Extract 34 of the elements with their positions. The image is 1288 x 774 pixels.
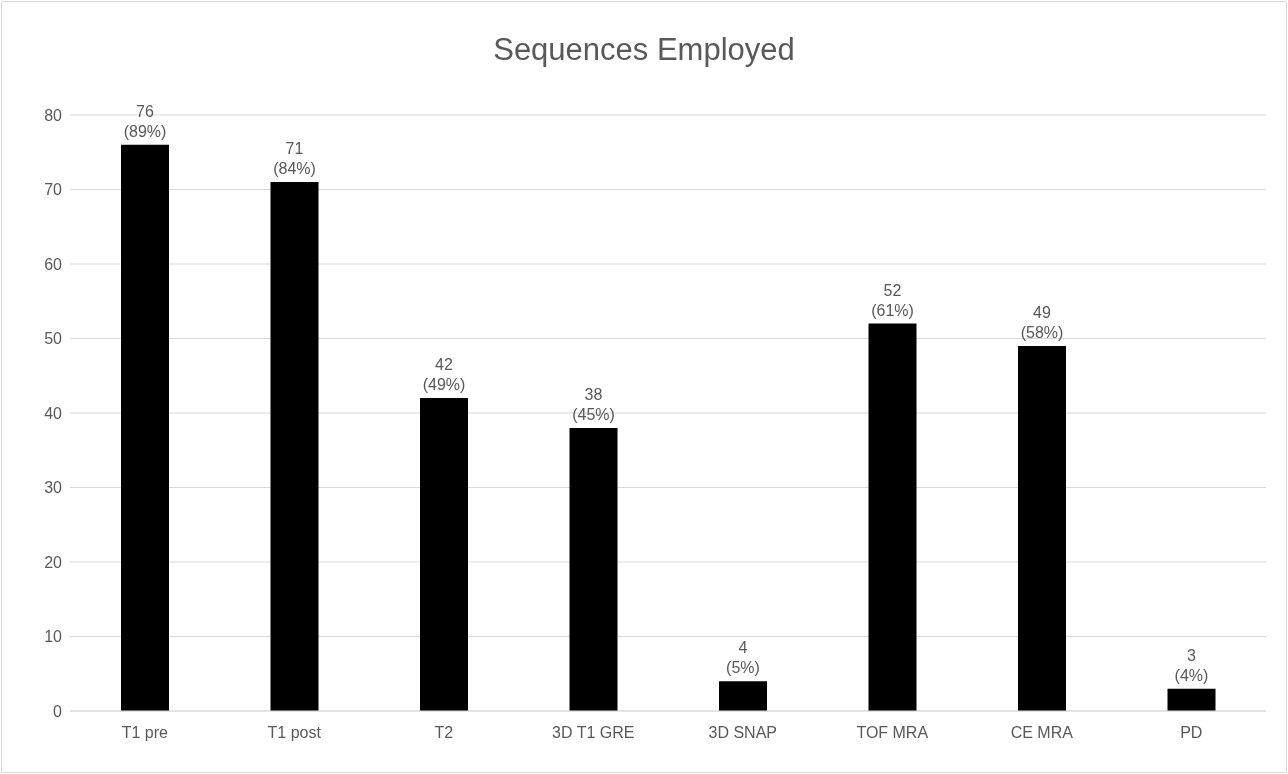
- x-tick-label: T2: [434, 724, 454, 742]
- y-tick-label: 70: [44, 181, 63, 199]
- x-tick-label: T1 pre: [121, 724, 168, 742]
- bar: [569, 427, 618, 711]
- bar: [1018, 345, 1066, 711]
- y-tick-label: 20: [44, 553, 63, 571]
- data-label: 52 (61%): [871, 281, 914, 319]
- bar: [121, 144, 169, 711]
- data-label: 4 (5%): [726, 639, 760, 677]
- x-tick-label: TOF MRA: [856, 724, 929, 742]
- x-tick-label: PD: [1180, 724, 1203, 742]
- data-label: 3 (4%): [1174, 646, 1209, 684]
- x-tick-label: CE MRA: [1010, 724, 1074, 742]
- y-tick-label: 10: [44, 628, 63, 646]
- x-tick-label: T1 post: [267, 724, 322, 742]
- data-label: 71 (84%): [273, 140, 316, 178]
- x-tick-label: 3D SNAP: [708, 724, 777, 742]
- data-label: 76 (89%): [123, 102, 167, 140]
- bar: [719, 681, 767, 711]
- y-tick-label: 80: [44, 106, 63, 124]
- bar: [1167, 688, 1216, 711]
- y-tick-label: 60: [44, 255, 63, 273]
- data-label: 49 (58%): [1020, 303, 1064, 341]
- y-tick-label: 50: [44, 330, 63, 348]
- bar: [868, 323, 917, 711]
- chart-title: Sequences Employed: [492, 32, 796, 68]
- y-tick-label: 30: [44, 479, 63, 497]
- x-tick-label: 3D T1 GRE: [552, 724, 635, 742]
- y-tick-label: 0: [53, 702, 63, 720]
- data-label: 42 (49%): [422, 356, 466, 394]
- y-tick-label: 40: [44, 404, 63, 422]
- bar: [420, 398, 468, 711]
- data-label: 38 (45%): [572, 385, 615, 423]
- bar: [270, 182, 319, 711]
